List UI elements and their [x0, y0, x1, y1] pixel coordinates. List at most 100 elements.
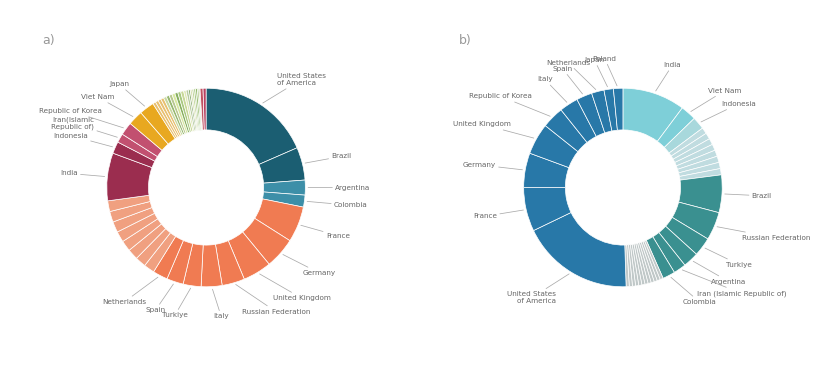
Wedge shape [141, 104, 175, 144]
Wedge shape [166, 240, 193, 284]
Text: Turkiye: Turkiye [704, 248, 751, 268]
Wedge shape [624, 245, 628, 287]
Text: Netherlands: Netherlands [546, 60, 595, 90]
Wedge shape [161, 98, 181, 136]
Wedge shape [153, 236, 183, 279]
Wedge shape [190, 89, 198, 130]
Wedge shape [199, 88, 202, 130]
Text: Viet Nam: Viet Nam [80, 94, 132, 117]
Wedge shape [169, 94, 186, 134]
Wedge shape [678, 175, 721, 213]
Wedge shape [191, 89, 199, 130]
Wedge shape [672, 139, 711, 162]
Wedge shape [676, 150, 716, 170]
Text: Spain: Spain [145, 284, 173, 313]
Wedge shape [188, 90, 196, 131]
Wedge shape [206, 88, 296, 165]
Wedge shape [665, 217, 707, 254]
Wedge shape [215, 241, 244, 285]
Text: Russian Federation: Russian Federation [716, 227, 809, 241]
Text: b): b) [459, 34, 471, 46]
Wedge shape [163, 96, 183, 135]
Wedge shape [529, 126, 577, 168]
Text: Argentina: Argentina [308, 184, 370, 190]
Text: Republic of Korea: Republic of Korea [39, 108, 123, 128]
Wedge shape [663, 118, 701, 153]
Wedge shape [676, 156, 718, 173]
Wedge shape [107, 153, 152, 201]
Wedge shape [203, 88, 206, 130]
Wedge shape [632, 244, 641, 285]
Wedge shape [153, 102, 176, 139]
Wedge shape [642, 241, 659, 280]
Wedge shape [545, 110, 586, 152]
Wedge shape [177, 92, 191, 132]
Wedge shape [652, 232, 684, 272]
Wedge shape [262, 192, 305, 207]
Text: Brazil: Brazil [305, 153, 351, 163]
Wedge shape [195, 88, 200, 130]
Text: France: France [473, 210, 522, 219]
Text: Japan: Japan [584, 57, 607, 87]
Wedge shape [591, 90, 611, 133]
Wedge shape [658, 226, 696, 265]
Wedge shape [113, 142, 155, 168]
Text: Turkiye: Turkiye [161, 288, 190, 318]
Text: Spain: Spain [551, 66, 582, 94]
Text: India: India [60, 171, 104, 177]
Wedge shape [118, 134, 157, 161]
Wedge shape [137, 229, 171, 266]
Text: Italy: Italy [212, 289, 229, 320]
Text: India: India [655, 62, 681, 91]
Text: Iran (Islamic Republic of): Iran (Islamic Republic of) [681, 270, 785, 297]
Wedge shape [129, 224, 166, 258]
Text: France: France [301, 225, 349, 238]
Text: Italy: Italy [537, 76, 566, 102]
Wedge shape [258, 148, 305, 183]
Wedge shape [668, 128, 705, 156]
Wedge shape [175, 92, 190, 133]
Text: Japan: Japan [108, 81, 144, 106]
Wedge shape [629, 244, 638, 286]
Wedge shape [145, 233, 176, 272]
Wedge shape [123, 219, 161, 250]
Wedge shape [243, 218, 290, 264]
Wedge shape [181, 91, 193, 132]
Wedge shape [674, 144, 714, 166]
Wedge shape [533, 213, 625, 287]
Text: Argentina: Argentina [692, 261, 745, 285]
Text: Iran(Islamic
Republic of): Iran(Islamic Republic of) [51, 116, 118, 137]
Text: United States
of America: United States of America [507, 274, 569, 304]
Wedge shape [123, 123, 162, 157]
Wedge shape [643, 240, 662, 279]
Text: a): a) [42, 34, 55, 46]
Wedge shape [109, 201, 152, 222]
Wedge shape [108, 195, 150, 211]
Text: Colombia: Colombia [307, 201, 367, 208]
Text: Colombia: Colombia [670, 278, 715, 305]
Wedge shape [622, 88, 681, 141]
Wedge shape [183, 243, 203, 286]
Wedge shape [672, 202, 718, 239]
Wedge shape [679, 168, 720, 180]
Wedge shape [197, 88, 201, 130]
Wedge shape [158, 99, 180, 137]
Text: Indonesia: Indonesia [53, 132, 113, 147]
Wedge shape [185, 90, 195, 131]
Text: Poland: Poland [592, 56, 616, 86]
Wedge shape [113, 207, 154, 232]
Wedge shape [523, 153, 568, 188]
Wedge shape [201, 244, 222, 287]
Wedge shape [576, 93, 604, 136]
Text: United States
of America: United States of America [262, 73, 325, 103]
Wedge shape [657, 108, 693, 147]
Wedge shape [194, 89, 200, 130]
Wedge shape [130, 112, 168, 150]
Wedge shape [646, 237, 674, 278]
Wedge shape [626, 245, 632, 286]
Text: Netherlands: Netherlands [102, 277, 158, 305]
Wedge shape [171, 93, 188, 134]
Wedge shape [635, 243, 647, 284]
Wedge shape [613, 88, 622, 130]
Wedge shape [166, 95, 185, 135]
